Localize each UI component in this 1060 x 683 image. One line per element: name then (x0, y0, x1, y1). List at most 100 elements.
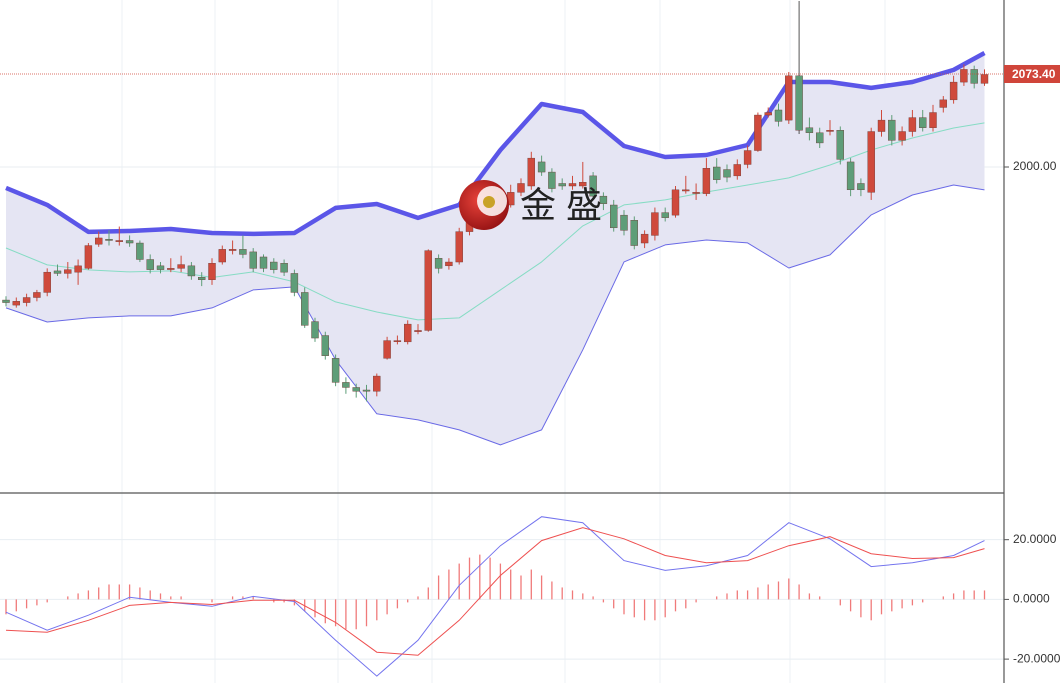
candle-body (764, 112, 772, 116)
candle-body (280, 263, 288, 273)
candle-body (682, 189, 690, 192)
candle-body (342, 382, 350, 388)
candle-body (867, 131, 875, 193)
candle-body (270, 261, 278, 270)
candle-body (826, 130, 834, 132)
candle-body (156, 265, 165, 270)
logo-dot (483, 196, 495, 208)
last-price-box (1004, 64, 1060, 83)
candle-body (723, 169, 731, 178)
candle-body (301, 292, 309, 326)
candle-body (84, 245, 93, 269)
candle-body (146, 259, 154, 270)
candle-body (898, 131, 906, 141)
candle-body (331, 358, 340, 383)
candle-body (167, 268, 175, 270)
candle-body (455, 231, 463, 263)
candle-body (434, 258, 443, 269)
watermark: 金 盛 (459, 180, 602, 230)
candle-body (640, 233, 649, 244)
candle-body (373, 375, 381, 392)
candle-body (362, 389, 371, 392)
candle-body (846, 161, 855, 191)
candle-body (352, 387, 360, 392)
candle-body (208, 263, 216, 280)
candle-body (187, 265, 196, 277)
y-tick-label: 0.0000 (1013, 592, 1050, 606)
candle-body (321, 335, 329, 356)
candle-body (929, 112, 937, 128)
candle-body (64, 269, 72, 274)
candle-body (589, 175, 597, 197)
candle-body (795, 75, 803, 131)
last-price-label: 2073.40 (1012, 67, 1056, 81)
candle-body (620, 214, 628, 231)
candle-body (960, 69, 968, 83)
candle-body (579, 182, 587, 187)
candle-body (743, 150, 752, 165)
band-line (5, 51, 986, 237)
candle-body (857, 183, 865, 191)
candle-body (414, 330, 422, 332)
candle-body (754, 114, 762, 151)
candle-body (805, 127, 814, 133)
candle-body (115, 240, 124, 242)
candle-body (630, 220, 638, 246)
band-area (6, 53, 985, 445)
candle-body (105, 239, 113, 241)
candle-body (177, 264, 185, 269)
candle-body (22, 297, 31, 303)
candle-body (404, 323, 412, 343)
macd-line (5, 527, 985, 656)
candle-body (702, 168, 711, 194)
candle-body (125, 240, 134, 244)
candle-body (610, 204, 618, 229)
macd-line (5, 516, 985, 677)
candle-body (517, 183, 525, 193)
candle-body (733, 164, 741, 177)
candle-body (651, 212, 659, 236)
candle-body (877, 119, 886, 132)
candle-body (980, 74, 989, 84)
y-tick-label: 20.0000 (1013, 532, 1057, 546)
candle-body (599, 195, 608, 204)
candle-body (53, 270, 62, 274)
candle-body (94, 237, 103, 245)
y-tick-label: -20.0000 (1013, 651, 1060, 665)
candle-body (43, 271, 51, 293)
candle-body (919, 117, 927, 128)
candle-body (816, 132, 824, 144)
candle-body (136, 242, 144, 260)
candle-body (949, 81, 958, 101)
candle-body (12, 301, 21, 306)
candle-body (692, 192, 700, 194)
candle-body (661, 212, 669, 218)
candle-body (908, 117, 917, 132)
candle-body (713, 166, 721, 180)
candle-body (568, 183, 577, 187)
watermark-text: 金 盛 (520, 185, 602, 226)
candle-body (939, 99, 947, 108)
candle-body (774, 109, 783, 122)
candle-body (2, 299, 10, 303)
candle-body (33, 292, 41, 298)
candle-body (836, 130, 844, 160)
candle-body (383, 340, 391, 359)
band-line (5, 184, 985, 446)
candle-body (311, 321, 319, 339)
candle-body (445, 261, 453, 267)
candle-body (228, 249, 237, 251)
candle-body (537, 161, 546, 173)
candle-body (424, 250, 432, 331)
candle-body (239, 249, 247, 255)
plot-area (0, 1, 1004, 677)
candle-body (249, 251, 257, 269)
candle-body (218, 249, 227, 263)
candle-body (393, 340, 402, 342)
candle-body (558, 183, 566, 187)
candle-body (671, 189, 680, 216)
candle-body (785, 75, 793, 121)
candle-body (548, 171, 556, 189)
